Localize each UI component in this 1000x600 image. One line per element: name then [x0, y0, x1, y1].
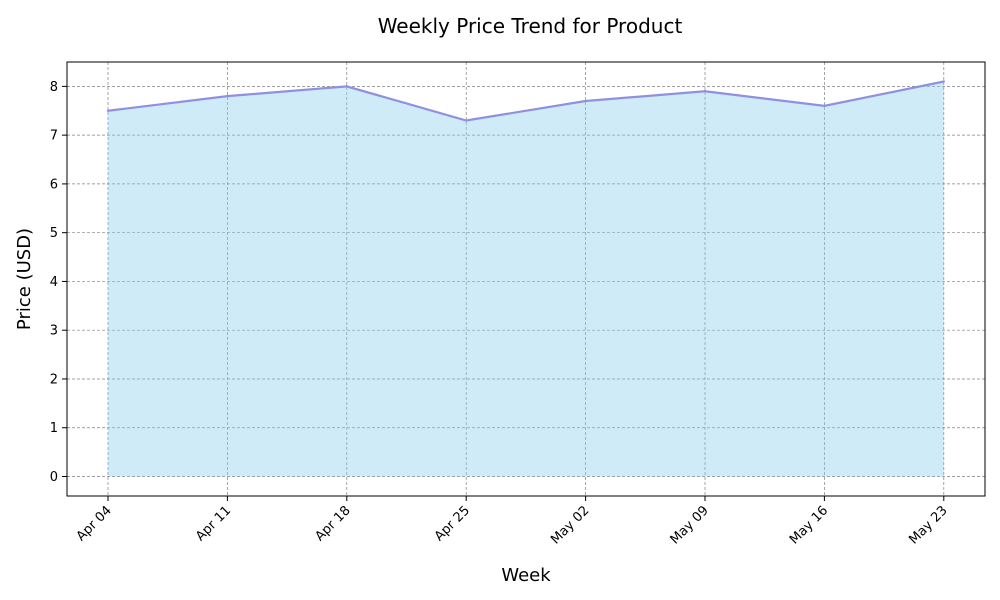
- x-tick-label: May 09: [668, 503, 712, 547]
- x-tick-label: Apr 11: [193, 503, 234, 544]
- y-tick-label: 0: [50, 470, 58, 485]
- y-tick-label: 5: [50, 226, 58, 241]
- chart-title: Weekly Price Trend for Product: [378, 14, 683, 38]
- x-tick-label: Apr 25: [432, 503, 473, 544]
- y-tick-label: 8: [50, 80, 58, 95]
- price-series-line: [107, 80, 945, 122]
- data-point: [942, 80, 945, 83]
- y-axis-ticks: 0 1 2 3 4 5 6 7 8: [50, 80, 67, 485]
- x-tick-label: May 02: [548, 503, 592, 547]
- data-point: [345, 85, 348, 88]
- plot-area: [66, 61, 986, 497]
- y-tick-label: 6: [50, 177, 58, 192]
- data-point: [703, 90, 707, 93]
- y-tick-label: 1: [50, 421, 58, 436]
- data-point: [584, 99, 587, 103]
- y-tick-label: 4: [50, 275, 58, 290]
- y-tick-label: 2: [50, 372, 58, 387]
- x-axis-ticks: Apr 04 Apr 11 Apr 18 Apr 25 May 02 May 09 May …: [74, 496, 951, 547]
- y-tick-label: 3: [50, 324, 58, 339]
- data-point: [226, 94, 229, 98]
- data-point: [106, 109, 110, 112]
- y-tick-label: 7: [50, 129, 58, 144]
- price-area-fill: [108, 81, 944, 477]
- x-tick-label: May 23: [906, 503, 950, 547]
- x-tick-label: May 16: [787, 503, 831, 547]
- plot-frame: [66, 61, 986, 497]
- data-point: [465, 119, 468, 122]
- data-point: [823, 104, 826, 108]
- grid-lines: [67, 62, 985, 496]
- y-axis-label: Price (USD): [14, 228, 35, 330]
- x-tick-label: Apr 04: [74, 503, 115, 544]
- x-axis-label: Week: [501, 565, 551, 586]
- x-tick-label: Apr 18: [312, 503, 353, 544]
